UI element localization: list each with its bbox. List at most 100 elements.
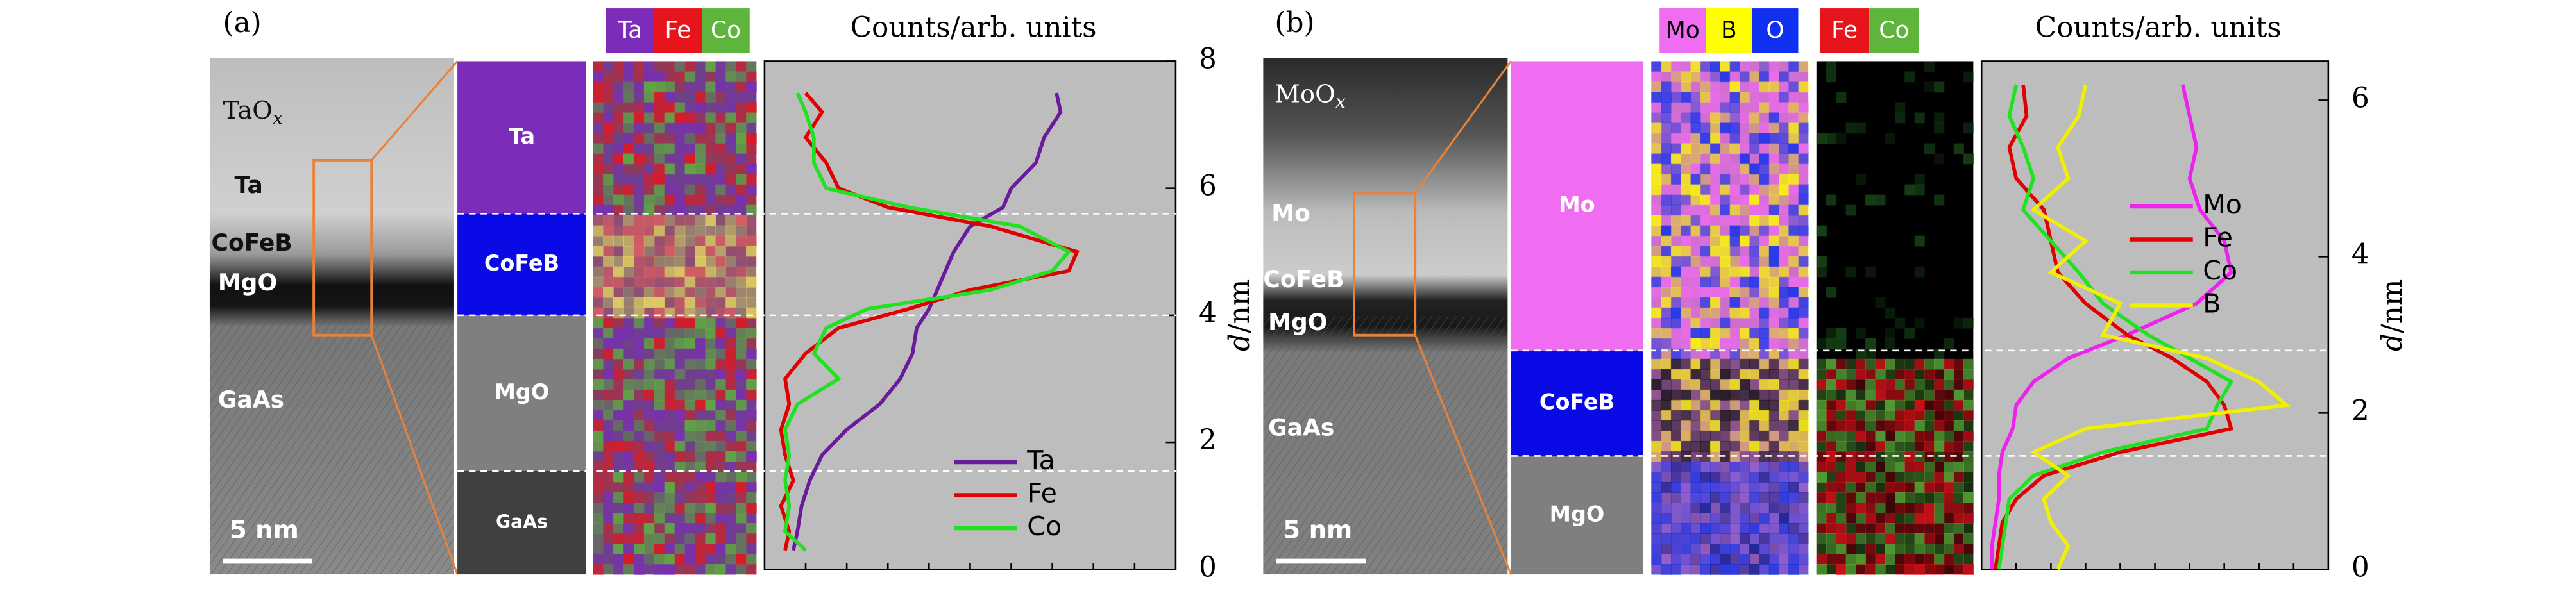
map-pixel xyxy=(1739,523,1750,534)
map-pixel xyxy=(1768,143,1779,154)
y-tick-label: 6 xyxy=(1199,170,1217,203)
map-pixel xyxy=(746,297,757,308)
map-pixel xyxy=(593,287,604,298)
map-pixel xyxy=(1768,328,1779,339)
map-pixel xyxy=(664,112,675,124)
map-pixel xyxy=(1681,61,1691,72)
map-pixel xyxy=(1875,471,1886,483)
map-pixel xyxy=(1865,461,1876,472)
map-pixel xyxy=(1670,338,1681,349)
map-pixel xyxy=(593,163,604,175)
map-pixel xyxy=(1759,163,1770,175)
map-pixel xyxy=(1661,225,1672,237)
map-pixel xyxy=(633,348,645,360)
map-pixel xyxy=(1651,143,1662,154)
map-pixel xyxy=(1670,389,1681,401)
map-pixel xyxy=(1700,112,1711,124)
map-pixel xyxy=(1768,420,1779,431)
map-pixel xyxy=(1934,112,1945,124)
layer-label: CoFeB xyxy=(484,251,559,276)
map-pixel xyxy=(623,133,634,144)
map-pixel xyxy=(1720,133,1731,144)
map-pixel xyxy=(1690,287,1701,298)
map-pixel xyxy=(613,523,624,534)
map-pixel xyxy=(593,451,604,462)
map-pixel xyxy=(746,564,757,575)
map-pixel xyxy=(746,194,757,206)
map-pixel xyxy=(1739,328,1750,339)
map-pixel xyxy=(1729,246,1740,257)
map-pixel xyxy=(1934,194,1945,206)
map-pixel xyxy=(1826,502,1837,513)
map-pixel xyxy=(1895,451,1906,462)
map-pixel xyxy=(1670,204,1681,216)
map-pixel xyxy=(1710,502,1721,513)
map-pixel xyxy=(1788,215,1799,226)
map-pixel xyxy=(1729,369,1740,380)
map-pixel xyxy=(1788,235,1799,247)
map-pixel xyxy=(1710,235,1721,247)
map-pixel xyxy=(695,61,706,72)
map-pixel xyxy=(684,215,696,226)
map-pixel xyxy=(1768,369,1779,380)
map-pixel xyxy=(1661,276,1672,288)
map-pixel xyxy=(1759,389,1770,401)
zoom-box xyxy=(1353,192,1417,337)
map-pixel xyxy=(654,492,665,503)
map-pixel xyxy=(705,297,716,308)
map-pixel xyxy=(1865,523,1876,534)
map-pixel xyxy=(1768,410,1779,421)
map-pixel xyxy=(664,440,675,452)
map-pixel xyxy=(643,502,655,513)
map-pixel xyxy=(684,256,696,267)
map-pixel xyxy=(1865,420,1876,431)
map-pixel xyxy=(1816,379,1827,390)
map-pixel xyxy=(1739,112,1750,124)
map-pixel xyxy=(1690,317,1701,329)
map-pixel xyxy=(1661,389,1672,401)
zoom-line xyxy=(371,60,459,161)
map-pixel xyxy=(695,440,706,452)
map-pixel xyxy=(746,430,757,442)
map-pixel xyxy=(746,266,757,278)
map-pixel xyxy=(643,143,655,154)
map-pixel xyxy=(633,481,645,493)
map-pixel xyxy=(1759,102,1770,113)
map-pixel xyxy=(684,358,696,370)
map-pixel xyxy=(1953,410,1964,421)
map-pixel xyxy=(1934,502,1945,513)
map-pixel xyxy=(1779,328,1790,339)
map-pixel xyxy=(1661,71,1672,83)
map-pixel xyxy=(1798,102,1809,113)
map-pixel xyxy=(1681,297,1691,308)
map-pixel xyxy=(674,338,686,349)
map-pixel xyxy=(1798,133,1809,144)
map-pixel xyxy=(684,102,696,113)
map-pixel xyxy=(705,554,716,565)
series-line xyxy=(1990,84,2233,570)
map-pixel xyxy=(746,512,757,524)
map-pixel xyxy=(1670,328,1681,339)
map-pixel xyxy=(715,492,727,503)
map-pixel xyxy=(684,235,696,247)
map-pixel xyxy=(1788,502,1799,513)
map-pixel xyxy=(1788,246,1799,257)
map-pixel xyxy=(1826,287,1837,298)
map-pixel xyxy=(633,369,645,380)
map-pixel xyxy=(1670,153,1681,165)
map-pixel xyxy=(1924,399,1935,411)
map-pixel xyxy=(1759,471,1770,483)
map-pixel xyxy=(1739,266,1750,278)
map-pixel xyxy=(643,440,655,452)
map-pixel xyxy=(715,153,727,165)
map-pixel xyxy=(1759,92,1770,103)
map-pixel xyxy=(705,430,716,442)
map-pixel xyxy=(1788,440,1799,452)
map-pixel xyxy=(1779,61,1790,72)
map-pixel xyxy=(1739,71,1750,83)
map-pixel xyxy=(603,81,614,93)
map-pixel xyxy=(684,297,696,308)
map-pixel xyxy=(613,92,624,103)
map-pixel xyxy=(1944,512,1954,524)
map-pixel xyxy=(1651,225,1662,237)
